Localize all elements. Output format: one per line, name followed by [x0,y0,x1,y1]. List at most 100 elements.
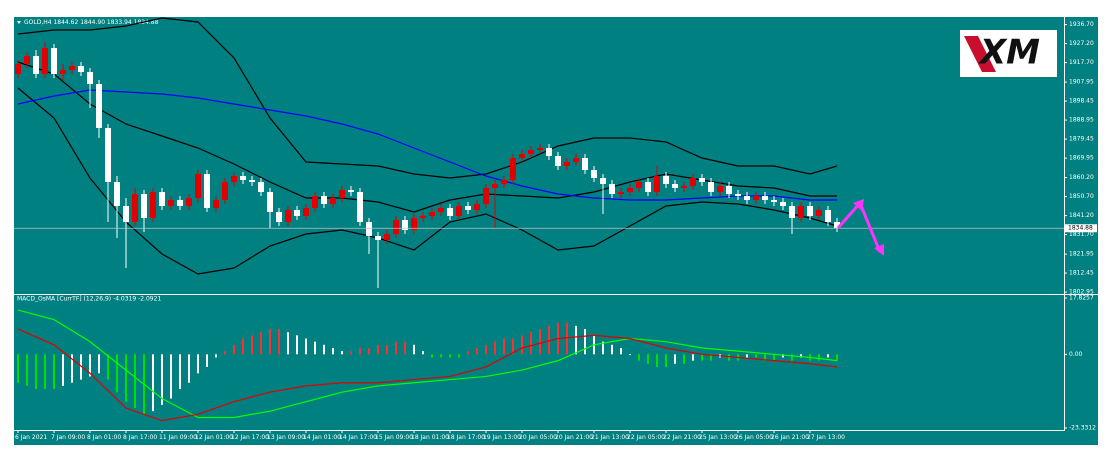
candle-body [609,184,615,194]
x-tick-label: 8 Jan 17:00 [123,434,157,441]
histogram-bar [305,338,307,355]
candle-body [762,196,768,200]
histogram-bar [251,335,253,355]
x-tick-label: 13 Jan 09:00 [267,434,305,441]
y-tick-label: 1831.70 [1069,231,1094,238]
candle-body [546,148,552,156]
candle-body [663,176,669,184]
histogram-bar [215,354,217,358]
candle-body [438,208,444,212]
histogram-bar [260,332,262,355]
candle-body [654,176,660,192]
histogram-bar [449,354,451,358]
x-tick-label: 14 Jan 17:00 [339,434,377,441]
candle-body [717,186,723,192]
candle-body [591,170,597,178]
histogram-bar [107,354,109,380]
x-tick-label: 14 Jan 01:00 [303,434,341,441]
candle-body [411,218,417,230]
candle-body [726,186,732,194]
candle-body [798,206,804,218]
histogram-bar [44,354,46,390]
histogram-bar [134,354,136,409]
chart-title: GOLD,H4 1844.62 1844.90 1833.94 1834.88 [24,19,159,26]
x-tick-label: 7 Jan 09:00 [51,434,85,441]
candle-body [141,194,147,218]
histogram-bar [773,354,775,361]
candle-body [636,182,642,188]
histogram-bar [440,354,442,358]
x-tick-label: 12 Jan 17:00 [231,434,269,441]
y-tick-label: 17.8257 [1069,295,1094,302]
histogram-bar [764,354,766,361]
candle-body [600,178,606,184]
x-tick-label: 27 Jan 13:00 [807,434,845,441]
candle-body [69,66,75,70]
indicator-line [17,328,838,422]
histogram-bar [746,354,748,358]
y-tick-label: 1879.45 [1069,136,1094,143]
candle-body [267,192,273,212]
y-tick-label: 1917.70 [1069,59,1094,66]
candle-body [258,182,264,192]
histogram-bar [161,354,163,405]
histogram-bar [98,354,100,374]
candle-body [213,200,219,208]
current-price-box [1065,224,1097,233]
histogram-bar [35,354,37,390]
y-tick-label: 1888.95 [1069,117,1094,124]
x-tick-label: 15 Jan 09:00 [375,434,413,441]
candle-body [123,206,129,222]
candle-body [96,84,102,128]
candle-body [60,70,66,74]
y-tick-label: 0.00 [1069,351,1083,358]
candle-body [15,64,21,74]
x-tick-label: 11 Jan 09:00 [159,434,197,441]
candle-body [492,184,498,188]
histogram-bar [80,354,82,380]
candle-body [573,158,579,162]
indicator-line [17,61,837,213]
y-tick-label: 1850.70 [1069,193,1094,200]
x-tick-label: 20 Jan 05:00 [519,434,557,441]
y-tick-label: 1802.95 [1069,289,1094,296]
histogram-bar [125,354,127,402]
x-tick-label: 22 Jan 21:00 [663,434,701,441]
candle-body [627,188,633,192]
histogram-bar [647,354,649,364]
candle-body [168,200,174,206]
candle-body [204,174,210,208]
candle-body [483,188,489,204]
histogram-bar [665,354,667,367]
histogram-bar [656,354,658,367]
candle-body [87,72,93,84]
candle-body [321,196,327,204]
x-tick-label: 6 Jan 2021 [15,434,47,441]
candle-body [276,212,282,222]
y-tick-label: 1936.70 [1069,21,1094,28]
indicator-line [17,89,837,201]
logo-text: XM [978,33,1040,73]
candle-body [348,190,354,192]
x-tick-label: 18 Jan 01:00 [411,434,449,441]
histogram-bar [359,347,361,355]
histogram-bar [512,338,514,355]
candle-body [834,222,840,228]
histogram-bar [755,354,757,358]
histogram-bar [548,325,550,355]
x-tick-label: 21 Jan 13:00 [591,434,629,441]
histogram-bar [620,347,622,355]
forecast-arrows [836,199,884,256]
histogram-bar [395,341,397,355]
histogram-bar [782,354,784,358]
candle-body [672,184,678,188]
x-tick-label: 26 Jan 05:00 [735,434,773,441]
histogram-bar [341,351,343,355]
histogram-bar [197,354,199,374]
histogram-bar [17,354,19,383]
arrow-head-down [874,244,884,256]
candle-body [339,190,345,198]
histogram-bar [152,354,154,412]
menu-triangle [17,21,21,24]
